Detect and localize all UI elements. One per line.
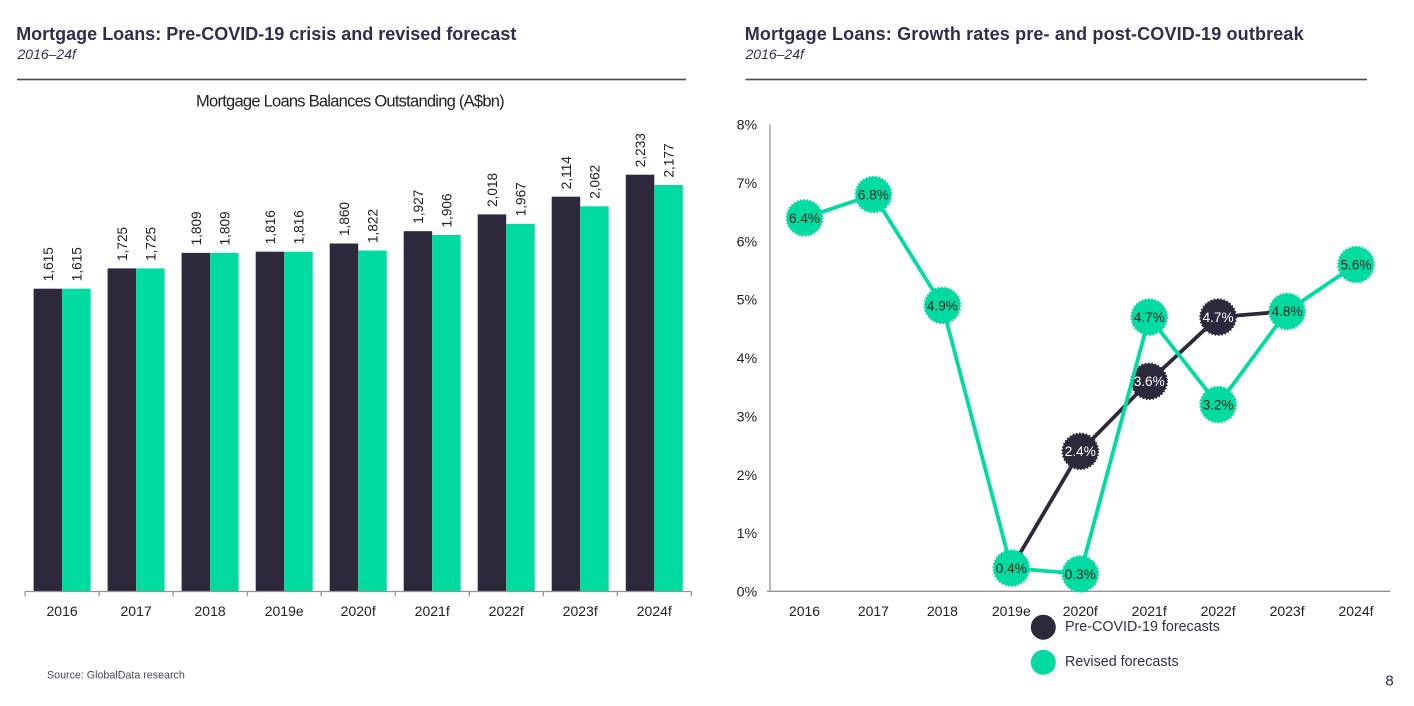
svg-text:1,725: 1,725 — [143, 227, 158, 261]
svg-text:0.3%: 0.3% — [1065, 567, 1096, 582]
svg-text:2017: 2017 — [121, 603, 152, 619]
svg-text:1,967: 1,967 — [514, 182, 529, 216]
svg-text:Mortgage Loans: Pre-COVID-19 c: Mortgage Loans: Pre-COVID-19 crisis and … — [16, 24, 516, 44]
svg-text:4.8%: 4.8% — [1272, 304, 1303, 319]
svg-text:2018: 2018 — [195, 603, 226, 619]
svg-text:6%: 6% — [737, 234, 758, 250]
svg-text:2017: 2017 — [858, 603, 889, 619]
svg-text:1,906: 1,906 — [439, 193, 454, 227]
svg-text:6.4%: 6.4% — [789, 211, 820, 226]
svg-text:2024f: 2024f — [1338, 603, 1373, 619]
svg-text:2021f: 2021f — [415, 603, 450, 619]
svg-text:2016–24f: 2016–24f — [17, 46, 79, 62]
svg-text:6.8%: 6.8% — [858, 188, 889, 203]
svg-text:1,725: 1,725 — [115, 227, 130, 261]
svg-text:0%: 0% — [737, 585, 758, 601]
svg-text:Source: GlobalData research: Source: GlobalData research — [47, 670, 185, 682]
svg-text:2024f: 2024f — [637, 603, 672, 619]
svg-text:8%: 8% — [737, 118, 758, 134]
svg-text:1,809: 1,809 — [189, 211, 204, 245]
svg-text:2,114: 2,114 — [559, 156, 574, 189]
svg-text:4.7%: 4.7% — [1203, 310, 1234, 325]
svg-text:5.6%: 5.6% — [1341, 258, 1372, 273]
svg-text:2023f: 2023f — [563, 603, 598, 619]
svg-text:3.6%: 3.6% — [1134, 374, 1165, 389]
svg-text:2021f: 2021f — [1132, 603, 1167, 619]
svg-text:2018: 2018 — [927, 603, 958, 619]
svg-text:1,860: 1,860 — [337, 202, 352, 236]
svg-text:1,816: 1,816 — [291, 210, 306, 244]
svg-text:2016–24f: 2016–24f — [745, 46, 807, 62]
svg-text:3%: 3% — [737, 409, 758, 425]
svg-text:1,927: 1,927 — [411, 190, 426, 224]
svg-text:2019e: 2019e — [265, 603, 304, 619]
svg-text:3.2%: 3.2% — [1203, 398, 1234, 413]
svg-text:Mortgage Loans: Growth rates p: Mortgage Loans: Growth rates pre- and po… — [745, 24, 1305, 44]
svg-text:Pre-COVID-19 forecasts: Pre-COVID-19 forecasts — [1065, 619, 1220, 635]
svg-text:2023f: 2023f — [1270, 603, 1305, 619]
svg-text:8: 8 — [1385, 673, 1393, 690]
svg-text:1,809: 1,809 — [217, 211, 232, 245]
svg-text:4.9%: 4.9% — [927, 298, 958, 313]
svg-text:1,816: 1,816 — [263, 210, 278, 244]
svg-text:2016: 2016 — [47, 603, 78, 619]
svg-text:4.7%: 4.7% — [1134, 310, 1165, 325]
svg-text:1,615: 1,615 — [69, 247, 84, 281]
svg-text:2,177: 2,177 — [662, 143, 677, 177]
svg-text:1,615: 1,615 — [41, 247, 56, 281]
svg-text:Mortgage Loans Balances Outsta: Mortgage Loans Balances Outstanding (A$b… — [196, 93, 504, 111]
svg-text:2020f: 2020f — [341, 603, 376, 619]
svg-text:2,018: 2,018 — [485, 173, 500, 207]
svg-text:2,062: 2,062 — [588, 165, 603, 199]
svg-text:2%: 2% — [737, 468, 758, 484]
svg-text:7%: 7% — [737, 176, 758, 192]
svg-text:1,822: 1,822 — [365, 209, 380, 243]
svg-text:2022f: 2022f — [1201, 603, 1236, 619]
svg-text:1%: 1% — [737, 526, 758, 542]
svg-text:Revised forecasts: Revised forecasts — [1065, 654, 1179, 670]
svg-text:2016: 2016 — [789, 603, 820, 619]
svg-text:0.4%: 0.4% — [996, 561, 1027, 576]
svg-text:2022f: 2022f — [489, 603, 524, 619]
svg-text:4%: 4% — [737, 351, 758, 367]
svg-text:5%: 5% — [737, 293, 758, 309]
svg-text:2020f: 2020f — [1063, 603, 1098, 619]
svg-text:2,233: 2,233 — [633, 133, 648, 167]
svg-text:2.4%: 2.4% — [1065, 444, 1096, 459]
svg-text:2019e: 2019e — [992, 603, 1031, 619]
